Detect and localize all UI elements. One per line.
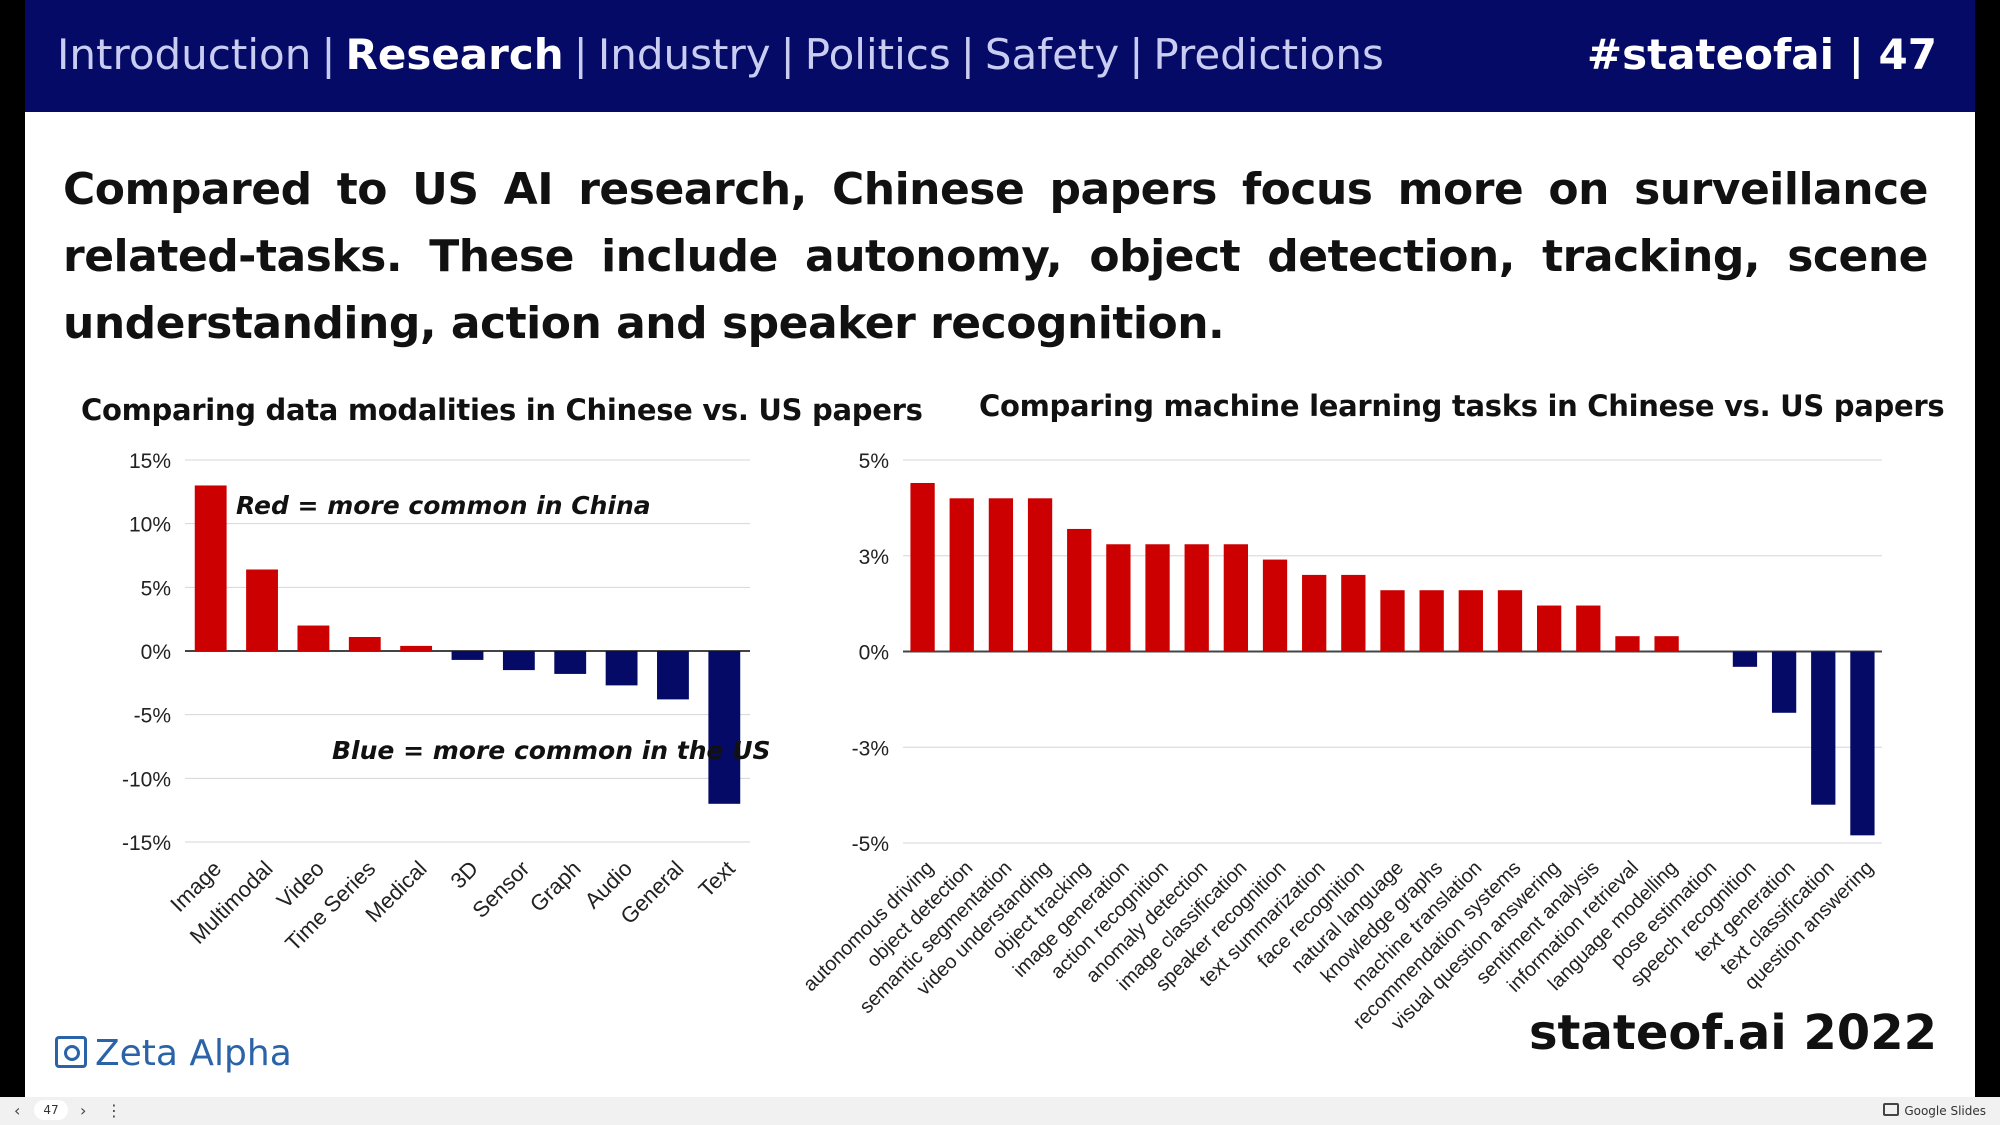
zeta-alpha-icon	[55, 1036, 87, 1068]
bar-text-classification	[1811, 651, 1836, 805]
more-options-button[interactable]: ⋮	[106, 1101, 122, 1120]
chart-title-tasks: Comparing machine learning tasks in Chin…	[979, 389, 1945, 423]
y-tick-label: 3%	[859, 546, 889, 569]
site-credit: stateof.ai 2022	[1528, 1005, 1937, 1061]
bar-recommendation-systems	[1497, 590, 1523, 652]
bar-audio	[605, 651, 638, 686]
bar-question-answering	[1850, 651, 1875, 836]
y-tick-label: -15%	[122, 832, 171, 855]
nav-item-predictions[interactable]: Predictions	[1153, 30, 1384, 79]
bar-machine-translation	[1458, 590, 1483, 652]
google-slides-link[interactable]: Google Slides	[1883, 1103, 1986, 1118]
bar-sensor	[502, 651, 535, 671]
bar-text-summarization	[1302, 574, 1327, 652]
bar-graph	[554, 651, 587, 674]
bar-multimodal	[246, 569, 278, 651]
bar-video-understanding	[1027, 498, 1053, 652]
bar-video	[297, 625, 330, 651]
slide-tag: #stateofai | 47	[1586, 30, 1937, 79]
y-tick-label: -10%	[122, 768, 171, 791]
bar-text	[708, 651, 741, 804]
bar-text-generation	[1771, 651, 1797, 713]
us-annotation: Blue = more common in the US	[332, 736, 771, 765]
y-tick-label: 5%	[141, 577, 171, 600]
bar-semantic-segmentation	[988, 498, 1014, 652]
y-tick-label: 0%	[141, 641, 171, 664]
chart-title-modalities: Comparing data modalities in Chinese vs.…	[81, 393, 923, 427]
bar-medical	[400, 645, 433, 651]
bar-3d	[451, 651, 484, 660]
slides-icon	[1883, 1103, 1900, 1116]
bar-natural-language	[1380, 590, 1405, 652]
section-nav: Introduction | Research | Industry | Politics |…	[57, 30, 1384, 79]
nav-separator: |	[1129, 30, 1144, 79]
nav-item-research[interactable]: Research	[345, 30, 564, 79]
bar-autonomous-driving	[910, 482, 935, 652]
bar-general	[657, 651, 689, 700]
bar-object-detection	[949, 498, 974, 652]
china-annotation: Red = more common in China	[236, 491, 651, 520]
bar-information-retrieval	[1615, 636, 1640, 652]
next-slide-button[interactable]: ›	[80, 1101, 87, 1120]
slide: Introduction | Research | Industry | Politics |…	[25, 0, 1975, 1097]
slides-toolbar: ‹ 47 › ⋮ Google Slides	[0, 1097, 2000, 1125]
x-tick-label: semantic segmentation	[855, 857, 1016, 1018]
y-tick-label: 10%	[129, 514, 171, 537]
bar-knowledge-graphs	[1419, 590, 1444, 652]
y-tick-label: 0%	[859, 642, 889, 665]
app-label: Google Slides	[1904, 1104, 1986, 1118]
nav-separator: |	[321, 30, 336, 79]
bar-action-recognition	[1145, 544, 1170, 652]
y-tick-label: -3%	[852, 737, 889, 760]
bar-sentiment-analysis	[1576, 605, 1601, 652]
brand-name: Zeta Alpha	[95, 1033, 292, 1074]
zeta-alpha-logo: Zeta Alpha	[55, 1033, 292, 1074]
nav-item-introduction[interactable]: Introduction	[57, 30, 312, 79]
bar-visual-question-answering	[1537, 605, 1562, 652]
bar-anomaly-detection	[1184, 544, 1209, 652]
y-tick-label: 5%	[859, 450, 889, 473]
y-tick-label: -5%	[852, 833, 889, 856]
bar-image	[194, 485, 227, 651]
bar-object-tracking	[1067, 528, 1092, 652]
bar-image-classification	[1223, 544, 1248, 652]
nav-separator: |	[960, 30, 975, 79]
modalities-chart: 15%10%5%0%-5%-10%-15%ImageMultimodalVide…	[122, 450, 771, 956]
page-number-field[interactable]: 47	[34, 1100, 68, 1120]
nav-item-politics[interactable]: Politics	[804, 30, 951, 79]
headline: Compared to US AI research, Chinese pape…	[63, 164, 1929, 349]
bar-image-generation	[1106, 544, 1131, 652]
nav-separator: |	[780, 30, 795, 79]
nav-separator: |	[573, 30, 588, 79]
y-tick-label: -5%	[134, 705, 171, 728]
bar-language-modelling	[1654, 636, 1679, 652]
bar-face-recognition	[1341, 574, 1366, 652]
nav-item-industry[interactable]: Industry	[597, 30, 771, 79]
nav-item-safety[interactable]: Safety	[984, 30, 1120, 79]
bar-speaker-recognition	[1262, 559, 1288, 652]
previous-slide-button[interactable]: ‹	[14, 1101, 21, 1120]
bar-speech-recognition	[1732, 651, 1758, 667]
y-tick-label: 15%	[129, 450, 171, 473]
bar-time-series	[348, 636, 381, 651]
header-bar: Introduction | Research | Industry | Politics |…	[25, 0, 1975, 112]
